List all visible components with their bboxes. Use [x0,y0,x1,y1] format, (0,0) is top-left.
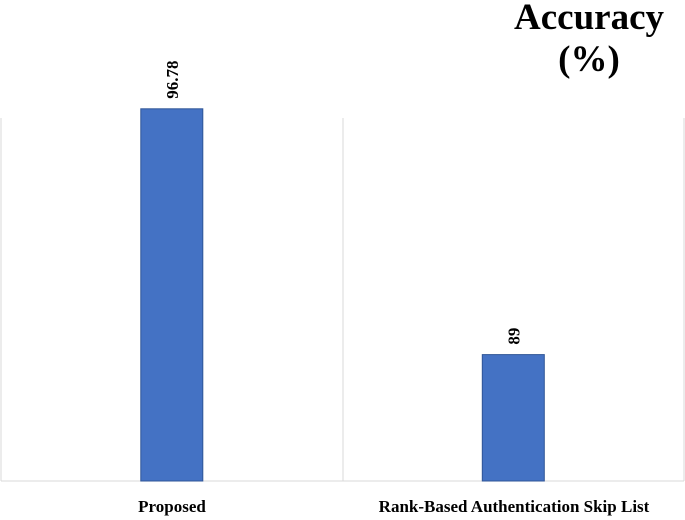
chart-title-line-2: (%) [558,39,620,80]
category-label-rank-based-authentication-skip-list: Rank-Based Authentication Skip List [379,497,650,516]
bar-proposed [140,108,204,482]
plot-frame [0,118,685,482]
data-label-rank-based-authentication-skip-list: 89 [504,328,523,345]
data-labels-layer: 96.78 89 [163,61,523,345]
data-label-proposed: 96.78 [163,61,182,99]
bars-layer [140,108,545,482]
bar-rank-based-authentication-skip-list [481,354,545,482]
category-label-proposed: Proposed [138,497,206,516]
chart-title: Accuracy (%) [514,0,664,80]
chart-title-line-1: Accuracy [514,0,664,38]
category-axis-labels: Proposed Rank-Based Authentication Skip … [138,497,650,516]
